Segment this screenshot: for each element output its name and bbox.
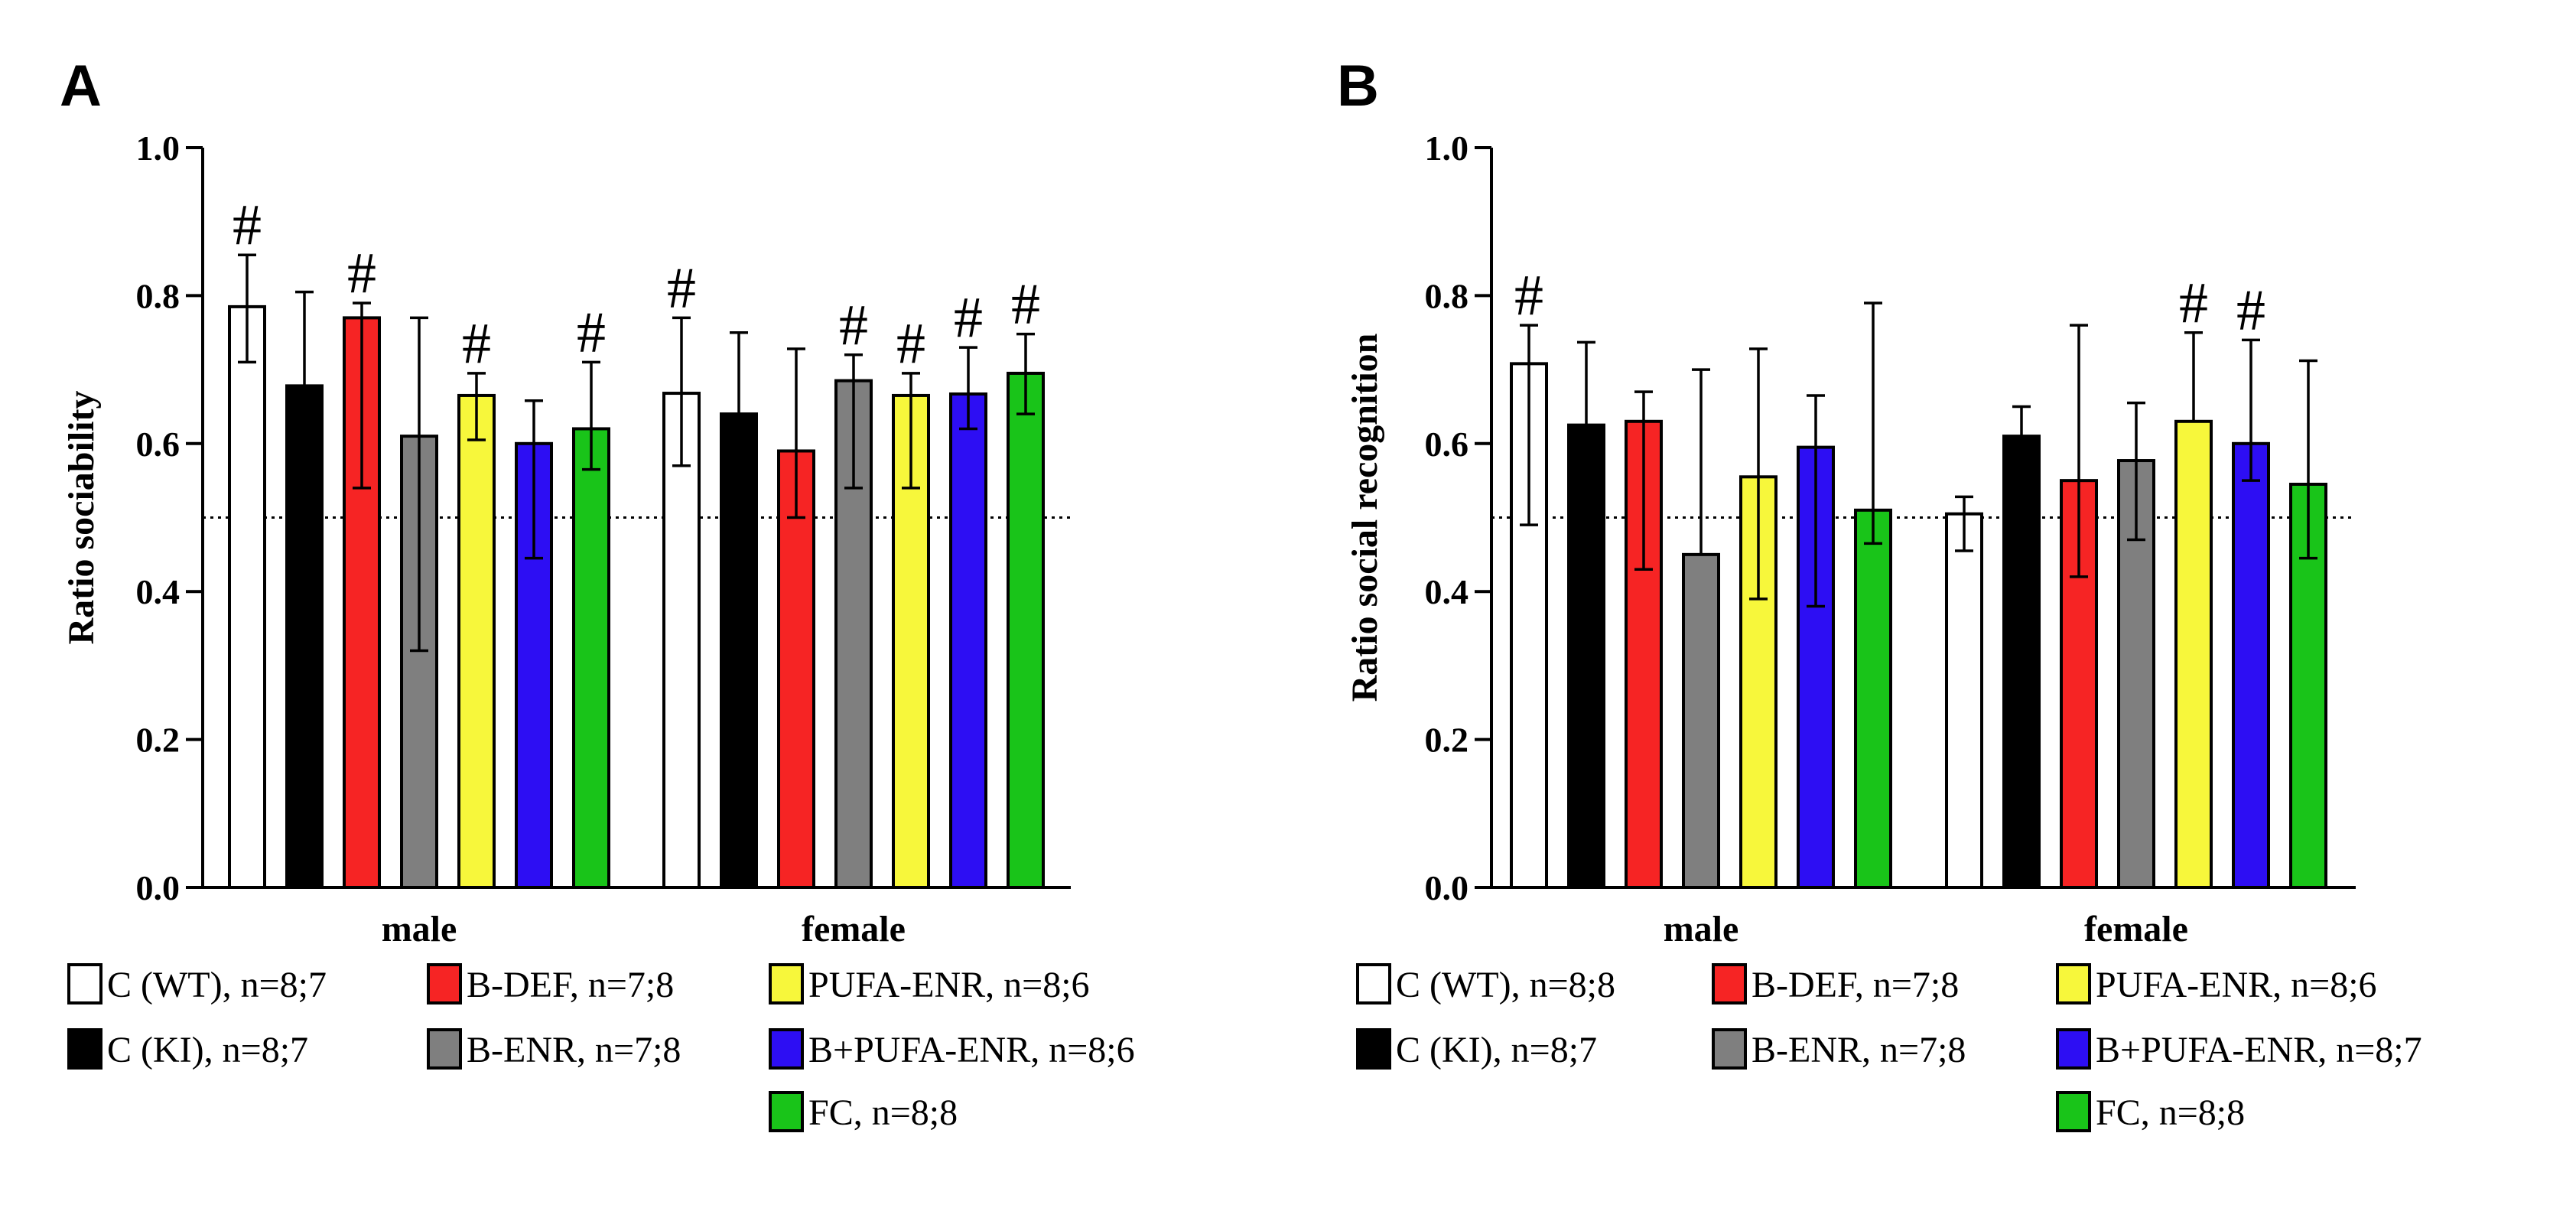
bar-female-c-wt — [662, 392, 701, 889]
y-tick-label: 0.0 — [136, 868, 181, 907]
bar-female-c-ki — [720, 412, 758, 889]
significance-marker: # — [839, 293, 868, 357]
y-tick-label: 0.0 — [1425, 868, 1469, 907]
legend-label-fc: FC, n=8;8 — [808, 1092, 958, 1133]
chart-panel-a: 0.0 0.2 0.4 0.6 0.8 1.0 Ratio sociability # # # # m… — [61, 129, 1135, 1133]
significance-marker: # — [347, 241, 376, 305]
y-tick-label: 0.4 — [136, 572, 181, 611]
legend-label-c-ki: C (KI), n=8;7 — [107, 1030, 308, 1070]
bar-female-c-wt — [1945, 512, 1983, 889]
y-tick-label: 0.8 — [136, 276, 181, 315]
legend-label-c-wt: C (WT), n=8;8 — [1396, 965, 1615, 1005]
legend-swatch-c-wt — [67, 963, 102, 1004]
bar-male-c-wt — [228, 304, 266, 889]
significance-marker: # — [577, 300, 606, 364]
significance-marker: # — [1011, 272, 1040, 337]
significance-marker: # — [954, 285, 983, 350]
y-tick-label: 0.2 — [136, 721, 181, 760]
legend-label-c-wt: C (WT), n=8;7 — [107, 965, 327, 1005]
bar-female-pufa-enr — [2174, 419, 2213, 889]
legend-swatch-b-pufa-enr — [2056, 1028, 2091, 1070]
legend-label-c-ki: C (KI), n=8;7 — [1396, 1030, 1597, 1070]
group-label-male: male — [382, 909, 457, 949]
legend-swatch-b-def — [427, 963, 462, 1004]
panel-letter-a: A — [60, 54, 102, 119]
legend-label-b-enr: B-ENR, n=7;8 — [467, 1030, 681, 1070]
y-tick-label: 0.6 — [1425, 425, 1469, 464]
legend-swatch-c-ki — [67, 1028, 102, 1070]
y-tick-label: 0.8 — [1425, 276, 1469, 315]
bar-female-c-ki — [2002, 435, 2041, 889]
group-label-male: male — [1664, 909, 1739, 949]
bar-male-fc — [1854, 508, 1892, 890]
legend-label-fc: FC, n=8;8 — [2096, 1092, 2245, 1133]
chart-panel-b: 0.0 0.2 0.4 0.6 0.8 1.0 Ratio social recogniti… — [1345, 129, 2422, 1133]
bar-male-b-pufa-enr — [515, 441, 553, 889]
significance-marker: # — [2236, 278, 2265, 342]
significance-marker: # — [2179, 271, 2208, 335]
legend-swatch-fc — [769, 1091, 804, 1132]
y-tick-label: 0.6 — [136, 425, 181, 464]
legend-swatch-b-enr — [427, 1028, 462, 1070]
significance-marker: # — [1514, 263, 1543, 327]
bar-female-b-pufa-enr — [2232, 441, 2270, 889]
legend-label-pufa-enr: PUFA-ENR, n=8;6 — [2096, 965, 2377, 1005]
bar-male-c-ki — [285, 384, 324, 889]
panel-letter-b: B — [1337, 54, 1379, 119]
y-tick-label: 0.4 — [1425, 572, 1469, 611]
legend-label-b-def: B-DEF, n=7;8 — [1751, 965, 1959, 1005]
legend-swatch-c-ki — [1356, 1028, 1391, 1070]
bar-female-b-pufa-enr — [949, 392, 987, 889]
legend-swatch-c-wt — [1356, 963, 1391, 1004]
bar-female-b-def — [777, 449, 815, 889]
bar-female-fc — [1007, 371, 1045, 889]
significance-marker: # — [667, 256, 696, 320]
legend-swatch-b-def — [1712, 963, 1747, 1004]
legend-swatch-pufa-enr — [2056, 963, 2091, 1004]
significance-marker: # — [462, 311, 491, 376]
legend-swatch-pufa-enr — [769, 963, 804, 1004]
y-tick-label: 1.0 — [1425, 129, 1469, 168]
legend-swatch-fc — [2056, 1091, 2091, 1132]
legend-label-b-pufa-enr: B+PUFA-ENR, n=8;6 — [808, 1030, 1135, 1070]
group-label-female: female — [802, 909, 906, 949]
legend-label-b-pufa-enr: B+PUFA-ENR, n=8;7 — [2096, 1030, 2422, 1070]
bar-male-c-ki — [1567, 423, 1605, 889]
legend-swatch-b-pufa-enr — [769, 1028, 804, 1070]
y-tick-label: 0.2 — [1425, 721, 1469, 760]
significance-marker: # — [896, 311, 925, 376]
bar-male-b-def — [343, 316, 381, 890]
y-axis-title: Ratio social recognition — [1345, 334, 1385, 702]
bar-male-b-enr — [1682, 552, 1720, 889]
significance-marker: # — [233, 193, 262, 257]
bar-male-pufa-enr — [457, 393, 496, 889]
legend-label-pufa-enr: PUFA-ENR, n=8;6 — [808, 965, 1090, 1005]
legend-label-b-enr: B-ENR, n=7;8 — [1751, 1030, 1966, 1070]
y-tick-label: 1.0 — [136, 129, 181, 168]
legend-swatch-b-enr — [1712, 1028, 1747, 1070]
y-axis-title: Ratio sociability — [61, 391, 102, 645]
legend-label-b-def: B-DEF, n=7;8 — [467, 965, 674, 1005]
group-label-female: female — [2084, 909, 2188, 949]
bar-male-fc — [572, 427, 610, 889]
